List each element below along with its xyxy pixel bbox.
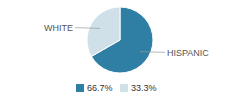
legend-swatch	[76, 84, 84, 92]
legend-label: 33.3%	[131, 83, 157, 93]
leader-line	[140, 51, 165, 53]
annotation: HISPANIC	[167, 48, 209, 58]
leader-line	[75, 27, 100, 29]
pie	[87, 7, 153, 73]
annotations: HISPANIC WHITE	[44, 23, 209, 58]
legend-item: 66.7%	[76, 83, 113, 93]
legend-swatch	[120, 84, 128, 92]
pie-slice	[87, 7, 120, 56]
chart: HISPANIC WHITE 66.7% 33.3%	[0, 0, 240, 100]
legend: 66.7% 33.3%	[76, 83, 157, 93]
legend-label: 66.7%	[87, 83, 113, 93]
legend-item: 33.3%	[120, 83, 157, 93]
annotation: WHITE	[44, 23, 73, 33]
